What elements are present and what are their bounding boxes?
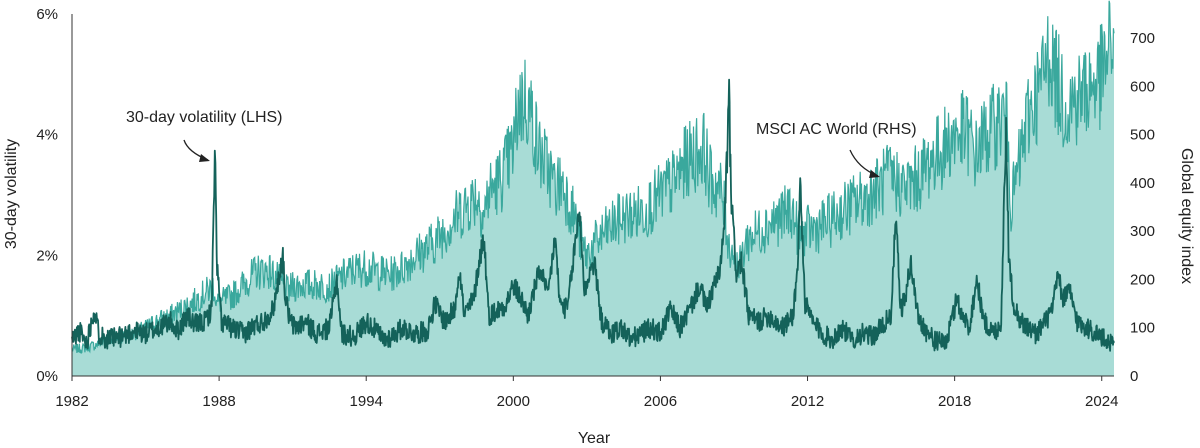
- x-tick-label: 2018: [938, 393, 971, 410]
- annotation-msci: MSCI AC World (RHS): [756, 121, 917, 138]
- y-right-tick-label: 400: [1130, 175, 1155, 192]
- x-tick-label: 2006: [644, 393, 677, 410]
- y-right-tick-label: 500: [1130, 127, 1155, 144]
- volatility-series-line: [71, 78, 1115, 352]
- x-tick-label: 2024: [1085, 393, 1118, 410]
- tick-labels: 1982 1988 1994 2000 2006 2012 2018 20240%2%4%6%…: [36, 6, 1155, 410]
- y-right-tick-label: 300: [1130, 223, 1155, 240]
- plot-area: [71, 0, 1115, 376]
- annotations: 30-day volatility (LHS) MSCI AC World (R…: [126, 109, 917, 178]
- y-left-tick-label: 2%: [36, 247, 58, 264]
- axes: [71, 14, 1114, 377]
- annotation-volatility-arrowhead-icon: [199, 154, 210, 162]
- annotation-msci-arrowhead-icon: [869, 170, 880, 178]
- y-right-tick-label: 100: [1130, 320, 1155, 337]
- annotation-msci-arrow: [849, 149, 879, 177]
- x-axis-title: Year: [578, 430, 611, 447]
- y-right-tick-label: 0: [1130, 368, 1138, 385]
- y-left-tick-label: 4%: [36, 127, 58, 144]
- x-tick-label: 1994: [350, 393, 383, 410]
- y-left-tick-label: 6%: [36, 6, 58, 23]
- y-axis-left-title: 30-day volatility: [3, 139, 20, 249]
- x-tick-label: 2000: [497, 393, 530, 410]
- x-tick-label: 1988: [202, 393, 235, 410]
- y-left-tick-label: 0%: [36, 368, 58, 385]
- y-axis-right-title: Global equity index: [1178, 148, 1195, 284]
- x-tick-label: 2012: [791, 393, 824, 410]
- y-right-tick-label: 600: [1130, 78, 1155, 95]
- x-tick-label: 1982: [55, 393, 88, 410]
- y-right-tick-label: 700: [1130, 30, 1155, 47]
- y-right-tick-label: 200: [1130, 271, 1155, 288]
- annotation-volatility: 30-day volatility (LHS): [126, 109, 283, 126]
